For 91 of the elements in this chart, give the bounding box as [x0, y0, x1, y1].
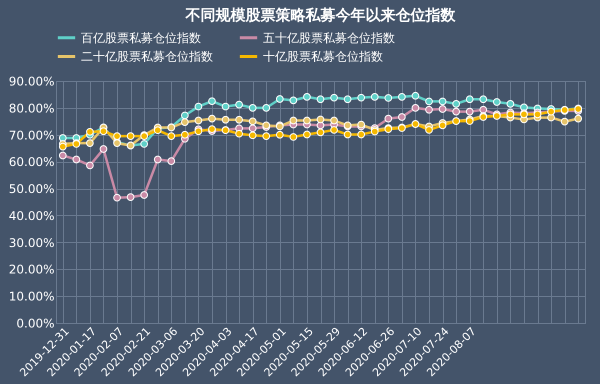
point: [276, 95, 284, 103]
point: [479, 106, 488, 114]
point: [126, 132, 134, 140]
point: [466, 95, 474, 104]
y-tick-label: 40.00%: [8, 208, 54, 223]
point: [330, 94, 338, 102]
point: [140, 191, 148, 199]
point: [276, 130, 284, 139]
point: [398, 93, 406, 101]
point: [398, 113, 406, 121]
point: [262, 104, 270, 112]
point: [316, 128, 324, 136]
point: [438, 98, 446, 106]
point: [303, 116, 311, 124]
point: [316, 116, 324, 124]
legend-label: 十亿股票私募仓位指数: [263, 50, 383, 64]
chart-title: 不同规模股票策略私募今年以来仓位指数: [184, 6, 456, 24]
point: [248, 131, 257, 140]
point: [181, 112, 189, 120]
point: [290, 116, 298, 124]
point: [181, 118, 189, 126]
point: [425, 106, 433, 114]
y-tick-label: 10.00%: [8, 290, 54, 304]
point: [235, 130, 243, 138]
point: [248, 104, 257, 112]
point: [140, 140, 148, 148]
point: [560, 118, 569, 126]
point: [370, 93, 379, 101]
point: [248, 117, 257, 126]
point: [466, 108, 474, 116]
point: [330, 116, 338, 124]
point: [222, 102, 230, 110]
point: [574, 114, 582, 122]
point: [344, 95, 352, 104]
point: [58, 152, 67, 160]
point: [194, 102, 202, 110]
point: [492, 98, 501, 106]
point: [412, 104, 420, 112]
point: [86, 162, 94, 170]
point: [330, 126, 338, 134]
point: [86, 139, 94, 147]
point: [58, 142, 67, 150]
y-tick-label: 0.00%: [16, 316, 54, 330]
point: [303, 93, 311, 101]
point: [479, 95, 488, 104]
point: [316, 95, 324, 104]
point: [167, 132, 176, 140]
point: [384, 94, 392, 102]
y-tick-label: 50.00%: [8, 182, 54, 196]
point: [208, 97, 216, 106]
point: [113, 194, 121, 202]
legend-label: 五十亿股票私募仓位指数: [263, 30, 395, 45]
point: [290, 96, 298, 104]
point: [181, 130, 189, 139]
y-tick-label: 60.00%: [8, 155, 54, 170]
point: [357, 130, 366, 138]
point: [506, 100, 514, 108]
point: [425, 126, 433, 134]
point: [235, 116, 243, 124]
point: [235, 100, 243, 109]
point: [194, 116, 202, 124]
point: [154, 156, 162, 164]
point: [452, 108, 460, 116]
point: [290, 133, 298, 141]
point: [222, 116, 230, 124]
point: [86, 128, 94, 136]
point: [72, 156, 80, 164]
point: [303, 130, 311, 138]
y-tick-label: 90.00%: [8, 74, 54, 88]
point: [248, 124, 257, 132]
point: [438, 122, 446, 130]
y-tick-label: 80.00%: [8, 101, 54, 116]
point: [208, 114, 216, 122]
point: [113, 132, 121, 140]
point: [344, 130, 352, 138]
point: [384, 114, 392, 122]
point: [100, 145, 108, 153]
point: [412, 92, 420, 100]
point: [100, 127, 108, 136]
y-tick-label: 70.00%: [8, 128, 54, 142]
legend-label: 百亿股票私募仓位指数: [81, 30, 201, 45]
y-tick-label: 20.00%: [8, 262, 54, 277]
point: [262, 132, 270, 140]
y-tick-label: 30.00%: [8, 236, 54, 250]
point: [438, 105, 446, 113]
point: [425, 98, 433, 106]
point: [126, 193, 134, 202]
point: [357, 94, 366, 102]
point: [452, 100, 460, 108]
point: [167, 157, 176, 165]
legend-label: 二十亿股票私募仓位指数: [81, 50, 213, 64]
